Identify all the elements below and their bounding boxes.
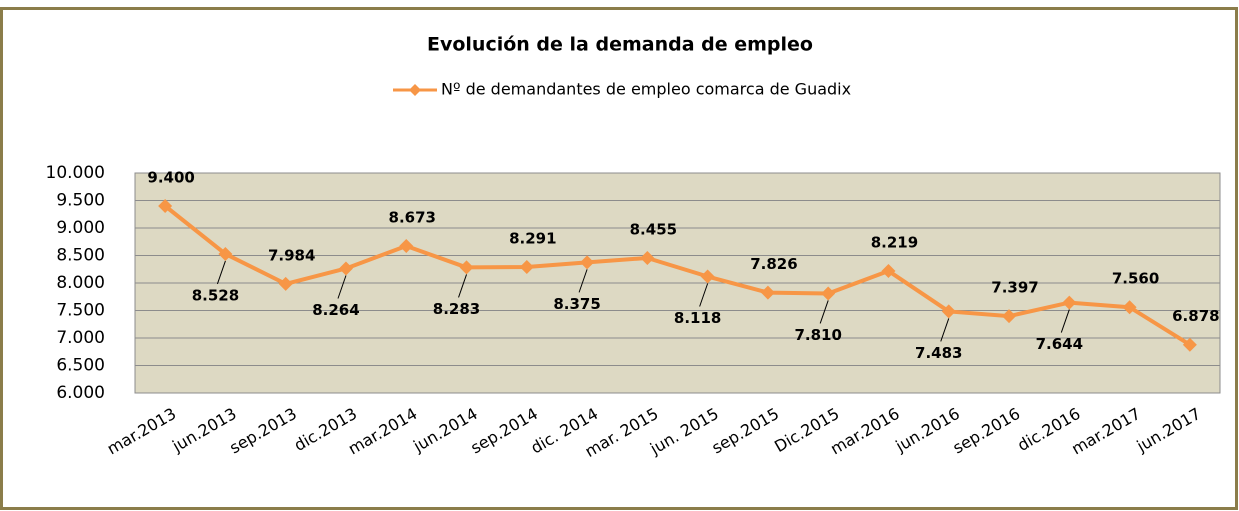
data-label: 8.283	[433, 300, 480, 318]
y-tick-label: 9.000	[56, 218, 105, 238]
point-marker	[881, 263, 896, 278]
y-tick-label: 9.500	[56, 191, 105, 211]
y-tick-label: 8.500	[56, 246, 105, 266]
y-tick-label: 6.000	[56, 383, 105, 403]
data-label: 7.560	[1112, 270, 1159, 288]
leader-line	[337, 275, 347, 299]
point-marker	[399, 238, 414, 253]
leader-line	[216, 260, 226, 285]
data-label: 6.878	[1172, 307, 1219, 325]
series-line	[163, 204, 1191, 347]
data-label: 8.219	[871, 233, 918, 251]
leader-line	[578, 269, 588, 293]
leader-line	[819, 300, 829, 324]
leader-line	[1060, 309, 1070, 333]
point-marker	[158, 199, 173, 213]
data-label: 8.528	[192, 286, 239, 304]
y-tick-label: 10.000	[46, 163, 105, 183]
data-label: 7.483	[915, 344, 962, 362]
legend-marker	[409, 84, 421, 96]
y-tick-label: 7.000	[56, 328, 105, 348]
chart-title: Evolución de la demanda de empleo	[427, 34, 813, 56]
y-tick-label: 8.000	[56, 273, 105, 293]
point-marker	[700, 269, 715, 284]
point-marker	[580, 255, 595, 270]
point-marker	[1182, 337, 1197, 352]
data-label: 8.264	[312, 301, 359, 319]
point-marker	[1002, 309, 1017, 324]
point-marker	[941, 304, 956, 319]
point-marker	[1122, 300, 1137, 315]
leader-line	[458, 274, 468, 298]
point-marker	[459, 260, 474, 275]
legend-label: Nº de demandantes de empleo comarca de G…	[441, 80, 851, 99]
point-marker	[338, 261, 353, 276]
point-marker	[278, 276, 293, 291]
data-label: 8.291	[509, 229, 556, 247]
leader-line	[940, 318, 950, 342]
data-label: 8.375	[553, 295, 600, 313]
data-label: 8.455	[630, 220, 677, 238]
y-tick-label: 7.500	[56, 301, 105, 321]
y-tick-label: 6.500	[56, 356, 105, 376]
point-marker	[1062, 295, 1077, 310]
data-label: 7.644	[1036, 335, 1083, 353]
point-marker	[760, 285, 775, 300]
point-marker	[218, 246, 233, 261]
data-label: 7.984	[268, 246, 315, 264]
data-label: 7.397	[991, 279, 1038, 297]
point-marker	[640, 250, 655, 265]
data-label: 7.826	[750, 255, 797, 273]
point-marker	[821, 286, 836, 301]
data-label: 8.118	[674, 309, 721, 327]
data-label: 7.810	[794, 326, 841, 344]
data-label: 9.400	[147, 169, 194, 187]
data-label: 8.673	[389, 208, 436, 226]
leader-line	[699, 283, 709, 307]
point-marker	[519, 259, 534, 274]
